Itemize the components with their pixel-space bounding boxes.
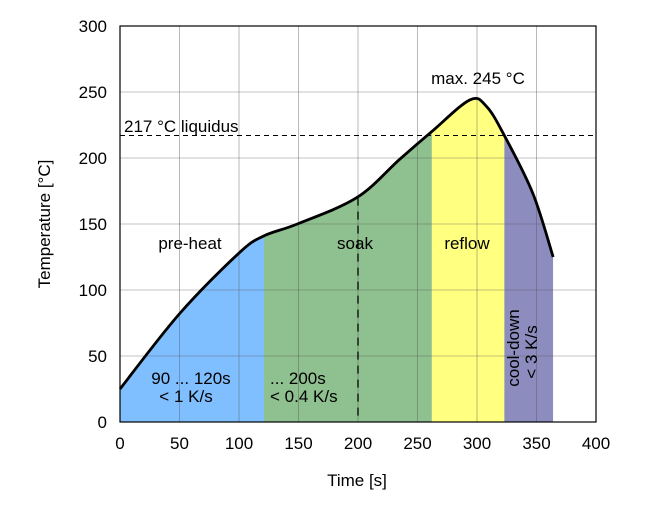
x-tick-label: 0 <box>115 434 124 453</box>
phase-label-preheat: pre-heat <box>158 234 222 253</box>
liquidus-label: 217 °C liquidus <box>124 117 239 136</box>
x-tick-label: 100 <box>225 434 253 453</box>
peak-label: max. 245 °C <box>431 69 525 88</box>
temperature-curve <box>118 96 555 390</box>
soak-note-1: ... 200s <box>270 369 326 388</box>
cooldown-note: < 3 K/s <box>522 325 541 378</box>
x-tick-label: 350 <box>522 434 550 453</box>
y-tick-label: 100 <box>79 281 107 300</box>
phase-label-reflow: reflow <box>444 234 490 253</box>
phase-fill-reflow <box>431 98 505 422</box>
x-tick-label: 150 <box>284 434 312 453</box>
phase-label-soak: soak <box>337 234 373 253</box>
x-tick-label: 300 <box>463 434 491 453</box>
preheat-note-2: < 1 K/s <box>159 387 212 406</box>
phase-fill-pre-heat <box>120 235 265 422</box>
x-tick-label: 250 <box>403 434 431 453</box>
cooldown-label: cool-down <box>504 309 523 387</box>
x-tick-label: 400 <box>582 434 610 453</box>
y-tick-label: 150 <box>79 215 107 234</box>
y-tick-label: 250 <box>79 83 107 102</box>
y-tick-label: 50 <box>88 347 107 366</box>
soak-note-2: < 0.4 K/s <box>270 387 338 406</box>
y-tick-label: 200 <box>79 149 107 168</box>
preheat-note-1: 90 ... 120s <box>151 369 230 388</box>
phase-fill-soak <box>263 131 433 422</box>
x-tick-label: 50 <box>170 434 189 453</box>
x-axis-label: Time [s] <box>327 471 387 490</box>
y-axis-label: Temperature [°C] <box>35 160 54 289</box>
y-tick-label: 300 <box>79 17 107 36</box>
x-tick-label: 200 <box>344 434 372 453</box>
y-tick-label: 0 <box>98 413 107 432</box>
phase-fill-cool-down <box>504 135 554 422</box>
